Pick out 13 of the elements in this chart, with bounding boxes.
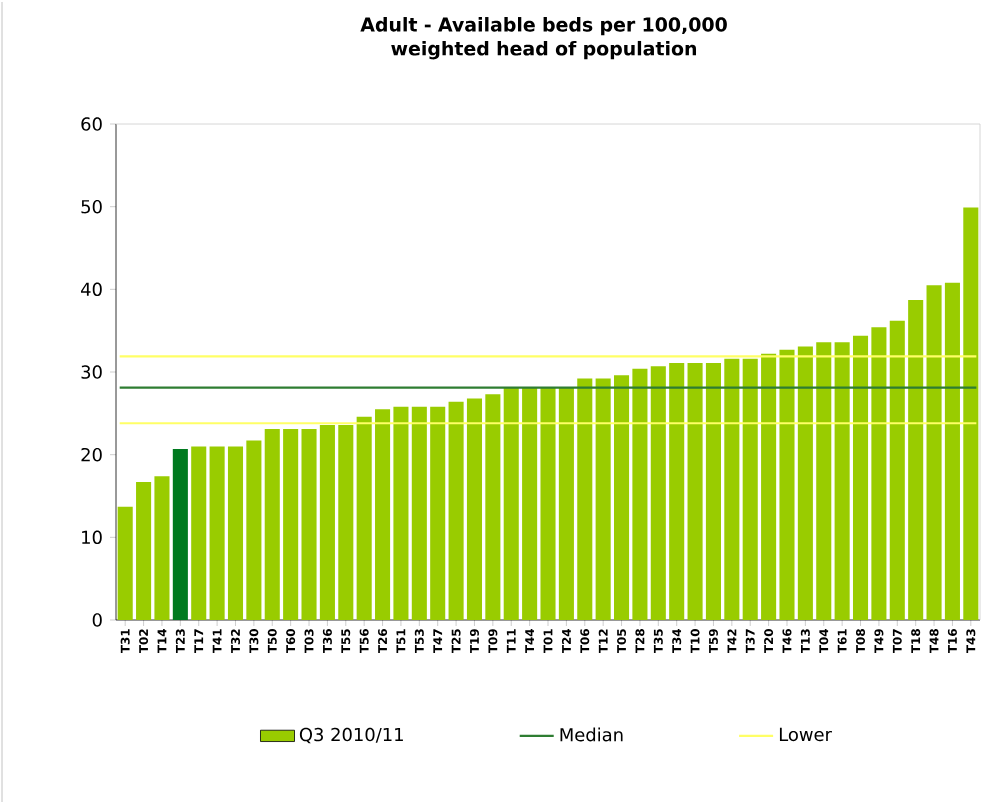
legend-label: Lower (779, 727, 832, 742)
y-tick-label: 0 (92, 613, 102, 627)
y-tick-label: 60 (81, 117, 102, 131)
bar (172, 448, 188, 620)
y-tick-label: 10 (82, 530, 102, 545)
y-tick-label: 40 (81, 282, 102, 297)
chart-title: Adult - Available beds per 100,000 weighted head of population (360, 17, 727, 60)
bar (191, 446, 207, 620)
legend-label: Median (560, 727, 623, 742)
legend-label: Q3 2010/11 (299, 727, 403, 744)
y-tick-label: 30 (81, 365, 102, 379)
y-tick-label: 50 (81, 199, 102, 214)
y-tick-label: 20 (81, 447, 102, 462)
